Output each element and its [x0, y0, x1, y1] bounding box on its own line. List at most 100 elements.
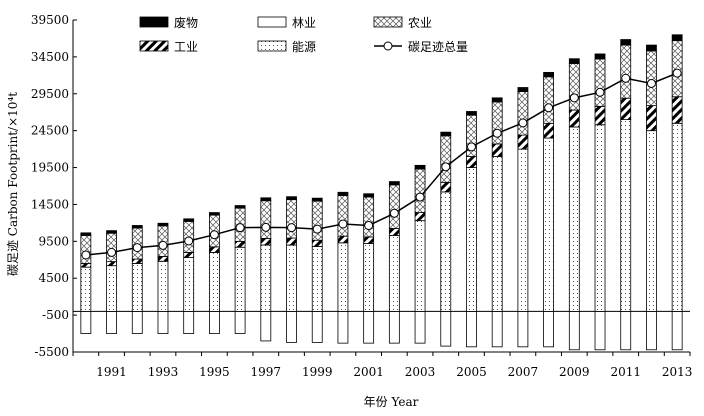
bar-energy: [131, 263, 143, 312]
bar-agriculture: [260, 200, 272, 239]
bar-waste: [363, 193, 375, 198]
series-industry: [80, 96, 683, 268]
bar-forestry: [491, 311, 503, 348]
bar-industry: [260, 237, 272, 246]
bar-waste: [131, 225, 143, 229]
total-marker: [415, 192, 425, 202]
bar-agriculture: [414, 168, 426, 213]
bar-energy: [106, 265, 117, 312]
bar-waste: [543, 71, 554, 78]
bar-forestry: [337, 311, 349, 344]
total-marker: [518, 118, 528, 128]
total-marker: [364, 220, 374, 230]
bar-industry: [208, 246, 220, 253]
y-tick-label: 39500: [31, 13, 69, 27]
total-marker: [261, 222, 271, 232]
bar-waste: [337, 191, 349, 196]
bar-waste: [157, 222, 169, 227]
bar-agriculture: [543, 76, 554, 124]
bar-waste: [80, 232, 92, 236]
y-axis-title: 碳足迹 Carbon Footprint/×10⁴t: [6, 92, 20, 276]
bar-energy: [568, 126, 580, 312]
total-marker: [569, 93, 579, 103]
bar-industry: [491, 143, 503, 157]
x-axis-title: 年份 Year: [364, 395, 419, 409]
legend-label: 能源: [292, 40, 316, 54]
bar-energy: [543, 137, 554, 312]
bar-forestry: [440, 311, 452, 347]
bar-waste: [388, 181, 400, 186]
bar-forestry: [157, 311, 169, 334]
y-tick-label: 14500: [31, 197, 69, 211]
bar-waste: [517, 87, 529, 92]
bar-industry: [131, 258, 143, 264]
x-tick-label: 1993: [148, 365, 179, 379]
bar-waste: [183, 218, 195, 222]
total-marker: [158, 240, 168, 250]
total-marker: [621, 73, 631, 83]
legend-item-agriculture: 农业: [373, 16, 432, 30]
bar-agriculture: [440, 135, 452, 183]
legend-label: 工业: [174, 40, 198, 54]
bar-industry: [466, 156, 477, 168]
bar-energy: [414, 220, 426, 312]
series-agriculture: [80, 40, 683, 264]
total-marker: [184, 236, 194, 246]
bar-waste: [568, 58, 580, 64]
bar-energy: [80, 266, 92, 312]
bar-waste: [594, 53, 606, 60]
bar-waste: [260, 197, 272, 202]
bar-energy: [208, 251, 220, 312]
total-marker: [595, 87, 605, 97]
bar-waste: [491, 97, 503, 103]
legend-label: 碳足迹总量: [408, 40, 468, 54]
bar-waste: [646, 44, 657, 52]
x-tick-label: 2005: [456, 365, 487, 379]
legend-swatch: [257, 16, 287, 28]
bar-energy: [491, 156, 503, 312]
bar-industry: [106, 261, 117, 267]
bar-forestry: [517, 311, 529, 348]
bar-forestry: [466, 311, 477, 348]
bar-energy: [388, 235, 400, 312]
bar-waste: [311, 197, 323, 202]
bar-waste: [466, 111, 477, 116]
bar-waste: [208, 212, 220, 216]
bar-energy: [337, 242, 349, 312]
bar-agriculture: [363, 196, 375, 238]
bar-industry: [646, 105, 657, 132]
bar-forestry: [543, 311, 554, 348]
x-tick-label: 2011: [610, 365, 641, 379]
bar-industry: [517, 134, 529, 150]
bar-agriculture: [106, 232, 117, 263]
total-marker: [492, 128, 502, 138]
bar-industry: [594, 105, 606, 126]
bar-energy: [671, 122, 683, 312]
series-forestry: [80, 311, 683, 351]
bar-forestry: [363, 311, 375, 344]
legend-marker-swatch: [383, 41, 393, 51]
bar-industry: [286, 237, 297, 246]
bar-industry: [568, 109, 580, 128]
total-marker: [132, 243, 142, 253]
y-tick-label: -5500: [34, 345, 69, 359]
total-marker: [287, 223, 297, 233]
bar-agriculture: [620, 44, 632, 99]
total-marker: [466, 142, 476, 152]
series-waste: [80, 34, 683, 236]
bar-waste: [671, 34, 683, 42]
bar-industry: [388, 228, 400, 236]
bar-forestry: [131, 311, 143, 334]
bar-energy: [311, 246, 323, 312]
bar-energy: [183, 257, 195, 312]
bar-waste: [620, 39, 632, 46]
total-marker: [672, 68, 682, 78]
y-tick-label: 4500: [38, 271, 69, 285]
y-tick-label: 34500: [31, 50, 69, 64]
bar-industry: [311, 239, 323, 247]
bar-forestry: [183, 311, 195, 334]
bar-industry: [440, 181, 452, 193]
bar-waste: [234, 205, 246, 209]
bar-waste: [106, 230, 117, 234]
